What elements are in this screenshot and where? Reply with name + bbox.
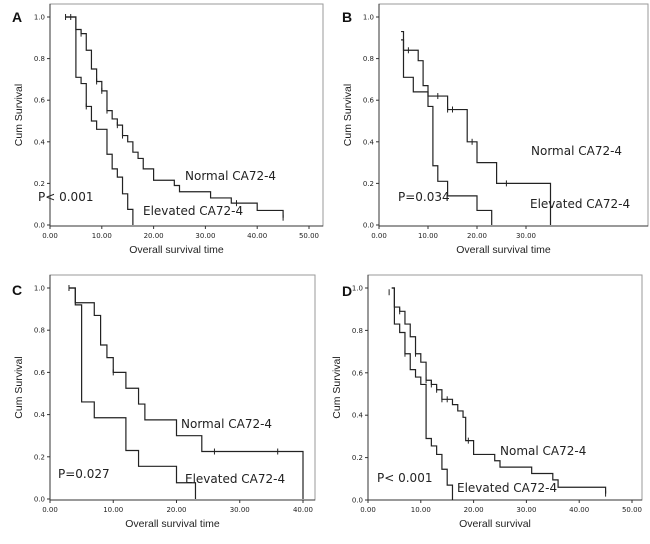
survival-curve-normal [65, 16, 284, 218]
panel-d: 0.0 0.2 0.4 0.6 0.8 1.0 0.00 10.00 20.00 30.00 40.… [331, 274, 643, 530]
x-tick-label: 20.00 [467, 232, 487, 240]
survival-curve-normal [401, 30, 552, 225]
y-tick-label: 1.0 [34, 14, 45, 22]
y-tick-label: 0.0 [352, 497, 363, 505]
series-label: Normal CA72-4 [181, 417, 272, 431]
x-tick-label: 30.00 [516, 506, 536, 514]
y-tick-label: 0.4 [34, 411, 46, 419]
y-tick-label: 0.8 [363, 55, 374, 63]
x-tick-label: 0.00 [42, 232, 58, 240]
p-value: P< 0.001 [377, 471, 432, 485]
y-axis-title: Cum Survival [13, 84, 25, 146]
x-tick-label: 0.00 [42, 506, 58, 514]
y-tick-label: 0.0 [363, 222, 374, 230]
plot-frame [367, 274, 643, 501]
y-tick-label: 0.6 [352, 369, 364, 377]
panel-c: 0.0 0.2 0.4 0.6 0.8 1.0 0.00 10.00 20.00 30.00 40.… [12, 274, 316, 530]
y-tick-label: 0.2 [352, 454, 363, 462]
y-tick-label: 0.4 [352, 412, 364, 420]
panel-letter: D [342, 283, 352, 299]
survival-curve-elevated [65, 16, 134, 225]
y-tick-label: 0.4 [363, 138, 375, 146]
series-label: Elevated CA72-4 [457, 481, 557, 495]
x-tick-label: 20.00 [166, 506, 186, 514]
y-tick-label: 1.0 [352, 285, 363, 293]
y-tick-label: 0.8 [34, 327, 45, 335]
survival-curve-elevated [391, 287, 454, 500]
survival-curve-normal [68, 287, 304, 499]
y-tick-label: 0.2 [34, 453, 45, 461]
series-label: Nomal CA72-4 [500, 444, 586, 458]
x-tick-label: 30.00 [230, 506, 250, 514]
panel-letter: B [342, 9, 352, 25]
x-tick-label: 10.00 [418, 232, 438, 240]
survival-curve-elevated [401, 39, 493, 225]
y-tick-label: 0.8 [34, 55, 45, 63]
x-tick-label: 20.00 [144, 232, 164, 240]
series-label: Elevated CA72-4 [185, 472, 285, 486]
x-tick-label: 50.00 [622, 506, 642, 514]
series-label: Elevated CA72-4 [530, 197, 630, 211]
series-label: Normal CA72-4 [531, 144, 622, 158]
x-tick-label: 50.00 [299, 232, 319, 240]
y-tick-label: 0.6 [34, 369, 46, 377]
x-tick-label: 30.00 [516, 232, 536, 240]
panel-letter: A [12, 9, 22, 25]
y-tick-label: 0.2 [34, 180, 45, 188]
x-tick-label: 20.00 [464, 506, 484, 514]
x-tick-label: 10.00 [411, 506, 431, 514]
y-axis-title: Cum Survival [331, 356, 343, 418]
p-value: P< 0.001 [38, 190, 93, 204]
y-axis-title: Cum Survival [13, 356, 25, 418]
y-tick-label: 0.6 [363, 97, 375, 105]
x-tick-label: 0.00 [371, 232, 387, 240]
y-axis-title: Cum Survival [342, 84, 354, 146]
x-tick-label: 10.00 [92, 232, 112, 240]
y-tick-label: 0.8 [352, 327, 363, 335]
x-axis-title: Overall survival time [129, 244, 224, 256]
p-value: P=0.034 [398, 190, 450, 204]
p-value: P=0.027 [58, 467, 110, 481]
x-tick-label: 0.00 [360, 506, 376, 514]
survival-curve-elevated [68, 287, 197, 499]
x-axis-title: Overall survival time [456, 244, 551, 256]
x-tick-label: 40.00 [569, 506, 589, 514]
y-tick-label: 1.0 [34, 285, 45, 293]
series-label: Elevated CA72-4 [143, 204, 243, 218]
y-tick-label: 0.2 [363, 180, 374, 188]
panel-a: 0.0 0.2 0.4 0.6 0.8 1.0 0.00 10.00 20.00 30.00 40.… [12, 3, 324, 256]
panel-b: 0.0 0.2 0.4 0.6 0.8 1.0 0.00 10.00 20.00 30.00 Ove… [342, 3, 649, 256]
x-tick-label: 40.00 [293, 506, 313, 514]
y-tick-label: 1.0 [363, 14, 374, 22]
x-axis-title: Overall survival time [125, 518, 220, 530]
x-tick-label: 30.00 [195, 232, 215, 240]
y-tick-label: 0.0 [34, 222, 45, 230]
series-label: Normal CA72-4 [185, 169, 276, 183]
x-tick-label: 40.00 [247, 232, 267, 240]
x-axis-title: Overall survival [459, 518, 531, 530]
x-tick-label: 10.00 [103, 506, 123, 514]
y-tick-label: 0.6 [34, 97, 46, 105]
panel-letter: C [12, 282, 22, 298]
y-tick-label: 0.0 [34, 496, 45, 504]
y-tick-label: 0.4 [34, 138, 46, 146]
survival-curve-normal [391, 287, 607, 494]
